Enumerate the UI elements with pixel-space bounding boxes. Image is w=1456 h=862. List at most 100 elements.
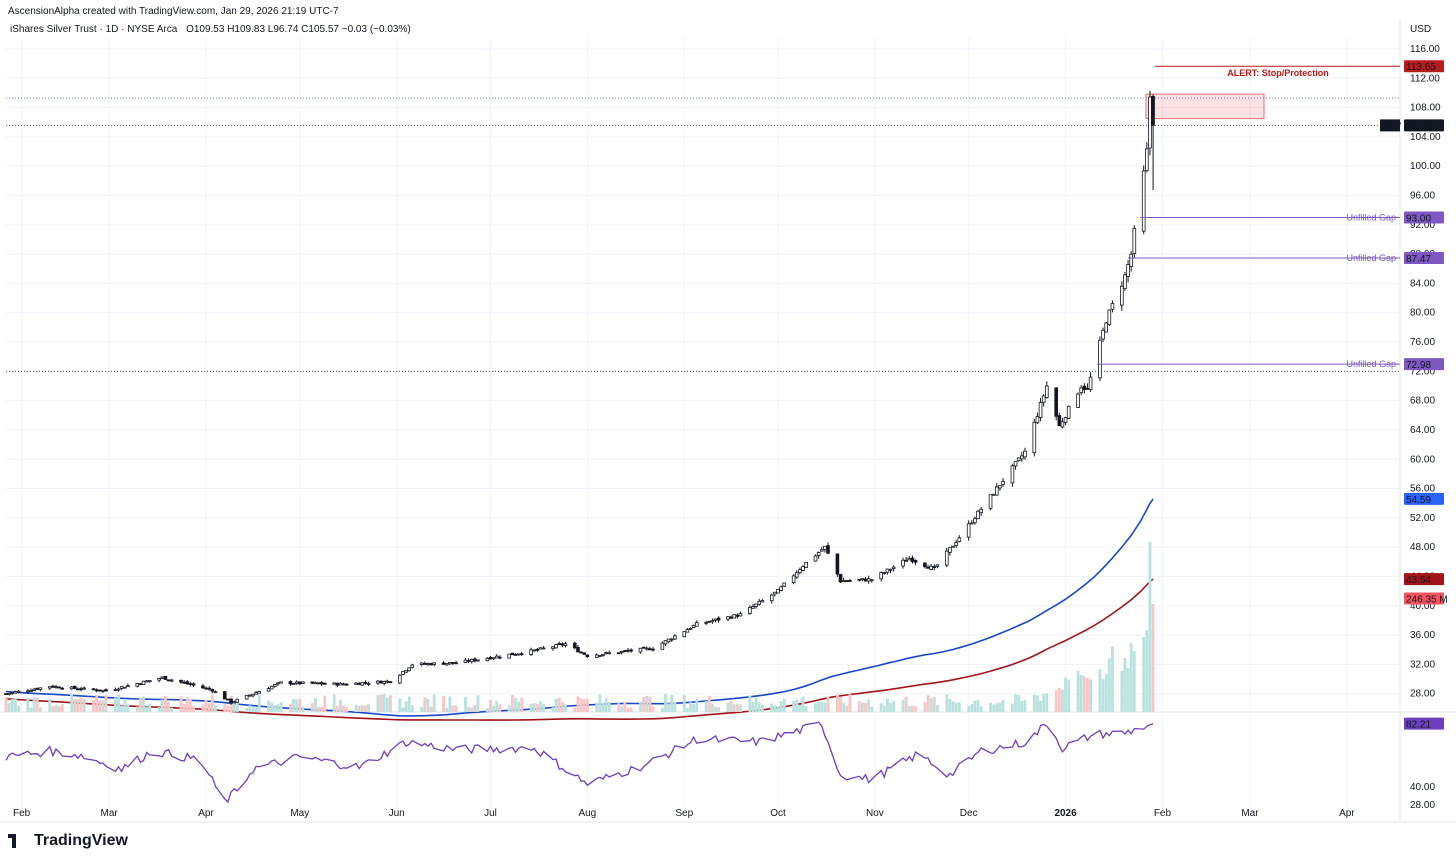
candle-body	[535, 649, 540, 651]
volume-bar	[117, 694, 120, 712]
candle-body	[554, 644, 558, 649]
candle-body	[1063, 417, 1068, 423]
volume-bar	[182, 703, 186, 712]
month-label: Feb	[13, 808, 31, 819]
volume-bar	[751, 702, 755, 712]
candle-body	[247, 694, 252, 697]
candle-body	[113, 689, 118, 691]
candle-body	[35, 687, 40, 690]
ma-slow-tag-bg	[1404, 573, 1444, 586]
month-label: Mar	[101, 808, 119, 819]
volume-bar	[160, 699, 164, 712]
candle-body	[1079, 387, 1083, 394]
volume-bar	[448, 696, 452, 712]
candle-body	[357, 682, 361, 685]
rsi-value-tag: 82.21	[1406, 720, 1431, 731]
volume-bar	[492, 705, 495, 712]
volume-bar	[892, 700, 896, 712]
volume-bar	[739, 704, 742, 712]
volume-bar	[551, 707, 555, 712]
month-label: Mar	[1241, 808, 1259, 819]
volume-bar	[560, 701, 564, 712]
volume-bar	[82, 698, 86, 712]
candle-body	[291, 683, 296, 685]
volume-bar	[607, 702, 611, 712]
gap-label: Unfilled Gap	[1346, 253, 1396, 263]
candle-body	[713, 618, 718, 621]
candle-body	[423, 663, 427, 665]
volume-bar	[38, 707, 42, 712]
volume-bar	[773, 705, 777, 712]
volume-bar	[717, 707, 721, 712]
volume-bar	[385, 697, 389, 712]
volume-bar	[185, 697, 189, 712]
candle-body	[932, 566, 937, 568]
candle-body	[869, 579, 874, 582]
candle-body	[244, 694, 249, 700]
candle-body	[882, 572, 887, 574]
volume-bar	[270, 702, 274, 712]
candle-body	[935, 564, 940, 567]
volume-bar	[936, 705, 939, 712]
symbol-header: iShares Silver Trust · 1D · NYSE Arca O1…	[10, 24, 411, 35]
volume-bar	[967, 706, 971, 712]
candle-body	[804, 561, 808, 568]
candle-body	[563, 643, 568, 646]
candle-body	[169, 679, 174, 682]
volume-bar	[207, 703, 211, 712]
volume-bar	[710, 703, 714, 712]
candles	[4, 90, 1155, 705]
candle-body	[838, 574, 843, 583]
month-label: May	[290, 808, 309, 819]
candle-body	[973, 518, 977, 524]
candle-body	[1145, 148, 1149, 172]
volume-bar	[535, 703, 539, 712]
candle-body	[1120, 285, 1124, 306]
candle-body	[619, 650, 624, 653]
volume-bar	[1120, 670, 1124, 712]
resistance-zone-box	[1145, 93, 1265, 120]
candle-body	[860, 578, 865, 580]
volume-bar	[770, 703, 774, 712]
candle-body	[319, 682, 324, 685]
candle-body	[976, 510, 980, 520]
volume-bar	[420, 706, 424, 712]
candle-body	[1141, 170, 1146, 232]
volume-bar	[554, 698, 558, 712]
candle-body	[163, 675, 168, 680]
tradingview-logo-icon	[8, 834, 28, 848]
volume-bar	[735, 704, 739, 712]
volume-bar	[1001, 700, 1005, 712]
price-tick-label: 92.00	[1410, 220, 1435, 231]
volume-bar	[1142, 637, 1146, 712]
volume-bar	[901, 700, 905, 712]
volume-bar	[464, 697, 467, 712]
candle-body	[1057, 415, 1062, 427]
candle-body	[716, 617, 721, 621]
volume-bar	[817, 701, 821, 712]
volume-bar	[595, 702, 599, 712]
candle-body	[841, 580, 846, 583]
volume-bar	[792, 700, 796, 712]
candle-body	[204, 687, 208, 690]
candle-body	[1129, 253, 1134, 267]
candle-body	[488, 657, 493, 660]
candle-body	[516, 653, 521, 656]
candle-body	[669, 638, 674, 641]
candle-body	[1123, 274, 1127, 290]
volume-bar	[163, 695, 167, 712]
volume-bar	[820, 701, 824, 712]
candle-body	[907, 557, 912, 561]
volume-bar	[398, 698, 402, 712]
volume-bar	[585, 698, 589, 712]
candle-body	[1041, 395, 1046, 403]
candle-body	[310, 681, 315, 684]
price-tick-label: 76.00	[1410, 337, 1435, 348]
month-label: Apr	[198, 808, 214, 819]
volume-bar	[1123, 658, 1127, 712]
volume-bar	[226, 705, 230, 712]
candle-body	[991, 493, 996, 496]
candle-body	[1107, 309, 1112, 326]
volume-bar	[401, 707, 405, 712]
